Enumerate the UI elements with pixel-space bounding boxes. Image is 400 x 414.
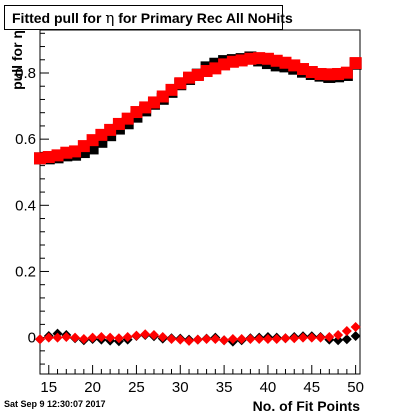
data-point-diamond xyxy=(324,331,335,342)
data-point-square xyxy=(288,59,301,72)
data-point-diamond xyxy=(157,331,168,342)
chart-title: Fitted pull for η for Primary Rec All No… xyxy=(4,5,293,30)
data-point-diamond xyxy=(148,329,159,340)
data-point-diamond xyxy=(245,333,256,344)
data-point-diamond xyxy=(43,332,54,343)
data-point-diamond xyxy=(175,334,186,345)
data-point-diamond xyxy=(289,333,300,344)
data-point-diamond xyxy=(78,333,89,344)
data-point-diamond xyxy=(140,329,151,340)
data-point-diamond xyxy=(105,332,116,343)
x-tick-label: 45 xyxy=(303,379,320,396)
data-point-diamond xyxy=(341,334,352,345)
data-point-diamond xyxy=(298,332,309,343)
plot-frame-layer xyxy=(39,29,361,375)
x-axis-title: No. of Fit Points xyxy=(253,398,361,414)
data-point-diamond xyxy=(341,326,352,336)
data-point-diamond xyxy=(52,332,63,343)
data-point-diamond xyxy=(201,333,212,344)
chart-title-symbol: η xyxy=(105,9,115,27)
x-tick-label: 15 xyxy=(40,379,57,396)
data-point-diamond xyxy=(280,333,291,344)
x-tick-label: 50 xyxy=(347,379,364,396)
timestamp-footer: Sat Sep 9 12:30:07 2017 xyxy=(4,399,106,409)
data-point-diamond xyxy=(315,332,326,343)
data-point-diamond xyxy=(333,335,344,346)
data-point-diamond xyxy=(166,333,177,344)
data-point-diamond xyxy=(227,333,238,344)
chart-title-suffix: for Primary Rec All NoHits xyxy=(118,10,293,26)
data-point-square xyxy=(104,123,117,136)
data-point-diamond xyxy=(70,332,81,343)
data-point-diamond xyxy=(184,335,195,346)
y-axis-title: pull for η xyxy=(9,30,25,90)
data-point-diamond xyxy=(236,333,247,344)
data-point-diamond xyxy=(192,334,203,345)
data-point-square xyxy=(340,66,353,79)
y-tick-label: 0.2 xyxy=(15,263,36,280)
data-point-diamond xyxy=(333,329,344,340)
data-point-diamond xyxy=(210,333,221,344)
x-tick-label: 40 xyxy=(260,379,277,396)
data-point-diamond xyxy=(122,331,133,342)
data-point-diamond xyxy=(87,332,98,343)
x-tick-label: 25 xyxy=(128,379,145,396)
data-point-diamond xyxy=(271,333,282,344)
data-point-square xyxy=(270,54,283,67)
data-point-diamond xyxy=(113,333,124,344)
chart-title-prefix: Fitted pull for xyxy=(12,10,102,26)
x-tick-label: 20 xyxy=(84,379,101,396)
data-point-diamond xyxy=(61,331,72,342)
x-tick-label: 30 xyxy=(172,379,189,396)
data-point-diamond xyxy=(35,334,45,345)
y-tick-label: 0.4 xyxy=(15,197,36,214)
data-point-diamond xyxy=(262,333,273,344)
y-tick-label: 0 xyxy=(28,330,36,347)
y-tick-label: 0.8 xyxy=(15,65,36,82)
data-point-diamond xyxy=(96,331,107,342)
data-point-diamond xyxy=(131,330,142,341)
plot-frame xyxy=(39,29,361,375)
data-point-square xyxy=(244,52,257,65)
data-point-diamond xyxy=(219,335,230,346)
data-point-diamond xyxy=(254,333,265,344)
data-point-diamond xyxy=(350,322,361,333)
data-point-diamond xyxy=(306,332,317,343)
y-tick-label: 0.6 xyxy=(15,131,36,148)
axis-layer xyxy=(39,32,357,374)
x-tick-label: 35 xyxy=(216,379,233,396)
series-layer xyxy=(34,51,362,347)
label-layer: 15 20 25 30 35 40 45 50 0 0.2 0.4 0.6 0.8 No. of Fit … xyxy=(9,30,364,414)
data-point-square xyxy=(349,57,362,70)
data-point-diamond xyxy=(350,330,361,341)
